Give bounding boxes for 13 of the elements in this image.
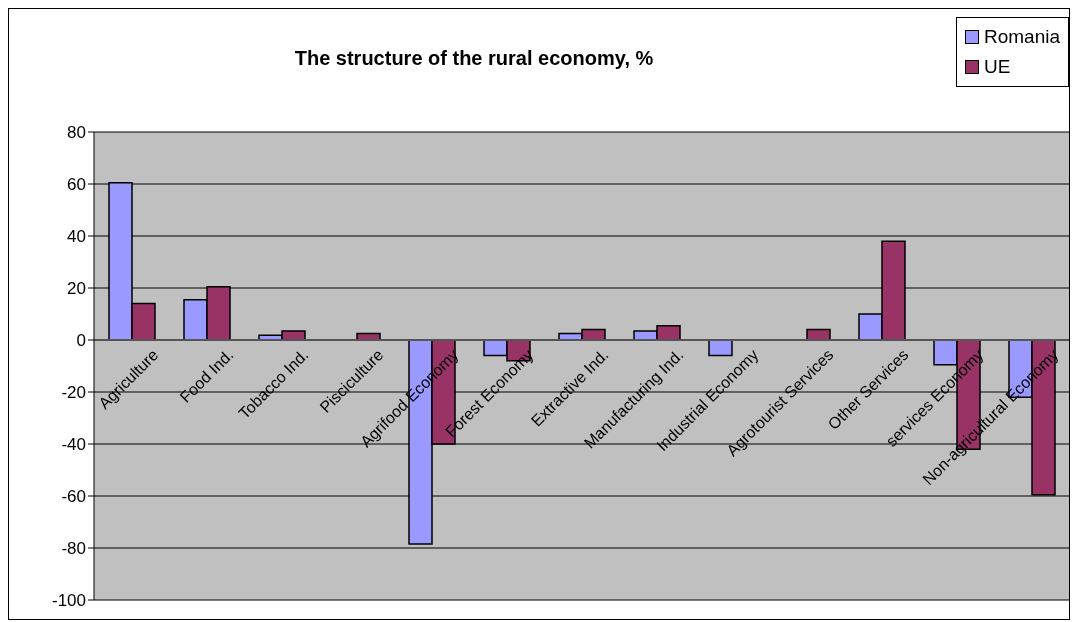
legend-label: Romania bbox=[983, 25, 1060, 49]
y-tick-label: -100 bbox=[51, 591, 86, 611]
legend-label: UE bbox=[983, 55, 1011, 79]
y-tick-label: -40 bbox=[61, 435, 86, 455]
y-tick-label: 0 bbox=[76, 331, 86, 351]
y-tick-label: 20 bbox=[67, 279, 86, 299]
y-tick-label: -80 bbox=[61, 539, 86, 559]
chart-title: The structure of the rural economy, % bbox=[293, 47, 655, 70]
y-tick-label: 80 bbox=[67, 123, 86, 143]
y-tick-label: -20 bbox=[61, 383, 86, 403]
y-tick-label: 60 bbox=[67, 175, 86, 195]
y-tick-label: 40 bbox=[67, 227, 86, 247]
y-tick-label: -60 bbox=[61, 487, 86, 507]
